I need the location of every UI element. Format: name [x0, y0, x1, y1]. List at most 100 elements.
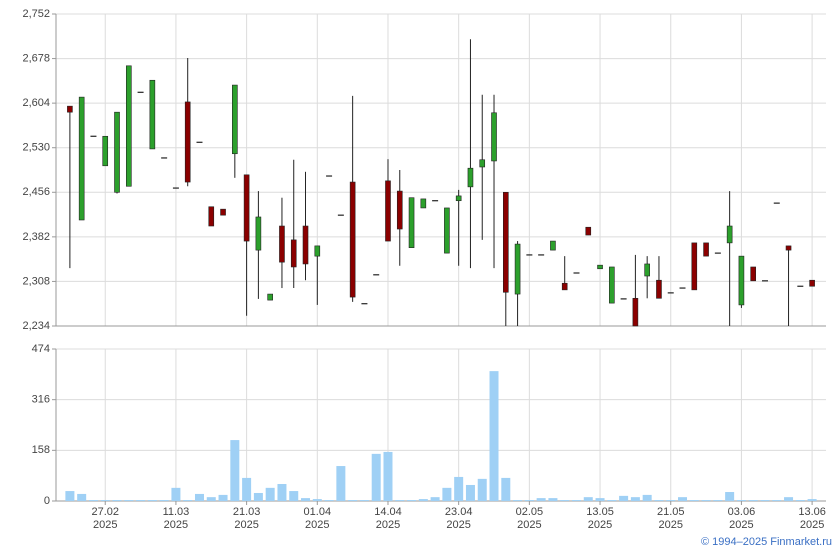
candle-body — [750, 266, 757, 282]
volume-bar — [689, 500, 699, 501]
volume-bar — [430, 497, 440, 501]
volume-bar — [183, 500, 193, 501]
x-tick-year: 2025 — [729, 519, 753, 531]
volume-bar — [619, 495, 629, 501]
x-tick-year: 2025 — [93, 519, 117, 531]
volume-bar — [65, 491, 75, 501]
volume-bar — [477, 478, 487, 501]
y-tick-label: 158 — [32, 444, 50, 456]
candle-body — [550, 240, 556, 251]
candle-body — [114, 111, 120, 193]
x-tick-year: 2025 — [517, 519, 541, 531]
volume-bar — [324, 500, 334, 501]
y-tick-label: 2,604 — [22, 97, 50, 109]
volume-bar — [206, 497, 216, 501]
candle-body — [609, 266, 615, 304]
candle-body — [691, 242, 698, 291]
candle-body — [491, 112, 497, 162]
x-tick-label: 11.03 — [163, 506, 190, 518]
candle-body — [243, 174, 250, 242]
candle-body — [314, 245, 321, 257]
x-tick-label: 13.05 — [586, 506, 614, 518]
x-tick-label: 02.05 — [516, 506, 544, 518]
volume-bar — [701, 500, 711, 501]
x-tick-year: 2025 — [800, 519, 824, 531]
candle-body — [184, 101, 191, 183]
volume-bar — [88, 500, 98, 501]
volume-bar — [807, 499, 817, 501]
candle-body — [149, 79, 156, 150]
x-tick-year: 2025 — [234, 519, 258, 531]
candle-body — [502, 191, 509, 293]
volume-bar — [124, 500, 134, 501]
x-tick-year: 2025 — [446, 519, 470, 531]
volume-bar — [312, 499, 322, 501]
volume-bar — [348, 500, 358, 501]
candle-body — [385, 180, 391, 242]
volume-bar — [748, 500, 758, 501]
volume-bar — [230, 440, 240, 501]
volume-bar — [301, 498, 311, 501]
volume-bar — [289, 491, 299, 501]
candle-body — [514, 243, 521, 295]
y-tick-label: 0 — [44, 495, 50, 507]
volume-bar — [760, 500, 770, 501]
volume-bar — [242, 477, 252, 501]
y-tick-label: 2,308 — [22, 275, 50, 287]
candle-body — [738, 255, 745, 306]
candle-body — [455, 195, 462, 202]
volume-bar — [784, 497, 794, 501]
candle-body — [102, 135, 109, 167]
volume-bar — [642, 494, 652, 501]
volume-bar — [630, 497, 640, 501]
candle-body — [467, 167, 474, 188]
candle-body — [726, 225, 733, 244]
candle-body — [561, 282, 568, 291]
volume-bar — [253, 492, 263, 501]
candle-body — [279, 225, 285, 263]
volume-bar — [465, 484, 475, 501]
volume-bar — [194, 493, 204, 501]
volume-bar — [736, 500, 746, 501]
volume-bar — [725, 492, 735, 501]
x-tick-label: 23.04 — [445, 506, 473, 518]
volume-bar — [418, 499, 428, 501]
volume-bar — [159, 500, 169, 501]
volume-bar — [77, 493, 87, 501]
volume-bar — [560, 500, 570, 501]
y-tick-label: 2,382 — [22, 231, 50, 243]
volume-bar — [489, 371, 499, 501]
y-tick-label: 2,678 — [22, 52, 50, 64]
volume-bar — [678, 497, 688, 501]
volume-bar — [772, 500, 782, 501]
candle-body — [255, 216, 262, 251]
candle-body — [444, 207, 450, 254]
candle-body — [302, 225, 309, 265]
x-tick-year: 2025 — [588, 519, 612, 531]
x-tick-label: 14.04 — [374, 506, 402, 518]
y-tick-label: 2,752 — [22, 8, 50, 20]
x-tick-label: 27.02 — [91, 506, 119, 518]
candle-body — [703, 242, 709, 257]
x-tick-year: 2025 — [305, 519, 329, 531]
y-tick-label: 474 — [32, 343, 50, 355]
volume-bar — [583, 497, 593, 501]
y-tick-label: 2,456 — [22, 186, 50, 198]
candle-body — [420, 198, 427, 209]
candle-body — [408, 197, 415, 248]
volume-bar — [136, 500, 146, 501]
candle-body — [267, 293, 273, 301]
volume-bar — [713, 500, 723, 501]
copyright: © 1994–2025 Finmarket.ru — [701, 536, 832, 548]
volume-bar — [359, 500, 369, 501]
x-tick-year: 2025 — [658, 519, 682, 531]
volume-bar — [654, 500, 664, 501]
volume-bar — [383, 451, 393, 501]
candle-body — [232, 84, 238, 155]
volume-bar — [371, 453, 381, 501]
x-tick-label: 21.05 — [657, 506, 685, 518]
volume-bar — [395, 500, 405, 501]
x-tick-year: 2025 — [164, 519, 188, 531]
